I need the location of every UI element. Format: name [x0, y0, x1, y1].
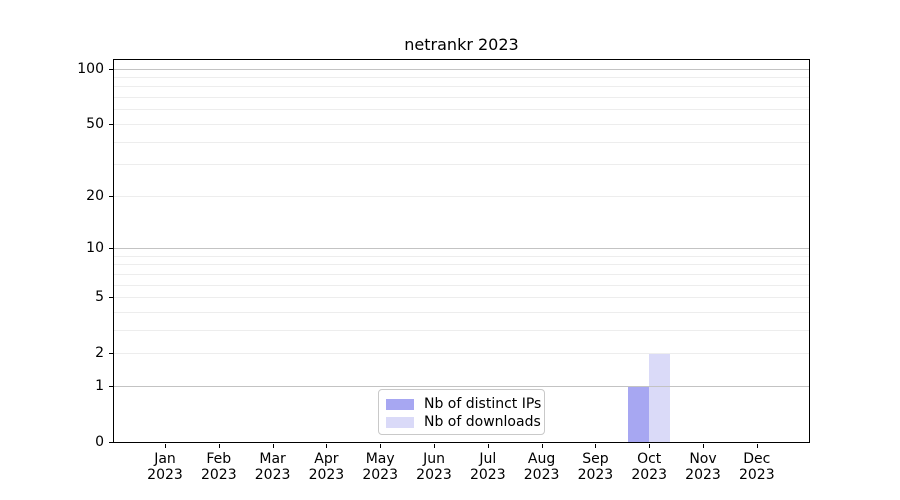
x-tick-label-line: 2023 [685, 467, 721, 483]
x-tick-label: Apr 2023 [294, 451, 358, 483]
bar-downloads [649, 353, 671, 442]
y-gridline-minor [114, 329, 809, 331]
x-tick-mark [541, 444, 543, 448]
y-tick-label: 50 [86, 115, 104, 132]
x-tick-label-line: Jun [423, 451, 445, 467]
x-tick-label: Aug 2023 [510, 451, 574, 483]
y-gridline-major [114, 68, 809, 70]
x-tick-mark [487, 444, 489, 448]
x-tick-label-line: Aug [527, 451, 556, 467]
y-tick-label: 2 [95, 345, 104, 362]
y-tick-label: 0 [95, 434, 104, 450]
x-tick-label-line: Mar [259, 451, 286, 467]
x-tick-label-line: Jul [479, 451, 497, 467]
y-tick-mark [109, 353, 113, 355]
x-tick-label-line: Apr [314, 451, 339, 467]
y-tick-label: 100 [77, 60, 104, 77]
chart-title: netrankr 2023 [404, 35, 519, 54]
x-tick-mark [272, 444, 274, 448]
y-tick-label: 1 [95, 377, 104, 394]
y-gridline-minor [114, 264, 809, 266]
x-tick-mark [434, 444, 435, 448]
y-gridline-minor [114, 141, 809, 143]
x-tick-mark [218, 444, 220, 448]
y-gridline-minor [114, 123, 809, 125]
x-tick-label: Jan 2023 [133, 451, 197, 483]
y-gridline-minor [114, 273, 809, 275]
y-tick-mark [109, 442, 113, 443]
y-gridline-minor [114, 353, 809, 355]
x-tick-mark [595, 444, 597, 448]
y-tick-label: 20 [86, 187, 104, 204]
x-tick-label-line: 2023 [523, 467, 560, 483]
x-tick-label-line: 2023 [254, 467, 291, 483]
x-tick-label: Feb 2023 [187, 451, 251, 483]
y-gridline-minor [114, 97, 809, 98]
x-tick-mark [756, 444, 758, 448]
y-gridline-minor [114, 109, 809, 111]
x-tick-label-line: May [365, 451, 395, 467]
x-tick-label-line: 2023 [147, 467, 183, 483]
y-tick-mark [109, 385, 113, 387]
x-tick-label: May 2023 [348, 451, 412, 483]
x-tick-label-line: Sep [582, 451, 609, 467]
x-tick-label-line: Jan [154, 451, 176, 467]
y-gridline-minor [114, 164, 809, 166]
y-gridline-minor [114, 76, 809, 78]
x-tick-label-line: 2023 [631, 467, 667, 483]
y-gridline-minor [114, 284, 809, 286]
y-tick-mark [109, 123, 113, 125]
x-tick-label-line: 2023 [469, 467, 506, 483]
x-tick-label: Sep 2023 [563, 451, 627, 483]
legend-label-downloads: Nb of downloads [424, 414, 541, 430]
x-tick-label-line: Feb [206, 451, 232, 467]
plot-area [113, 59, 810, 443]
x-tick-label-line: 2023 [308, 467, 345, 483]
y-tick-label: 5 [95, 289, 104, 305]
y-gridline-minor [114, 297, 809, 298]
legend-row: Nb of distinct IPs [379, 395, 544, 413]
y-gridline-minor [114, 255, 809, 257]
legend-swatch-downloads [386, 416, 414, 428]
x-tick-label-line: Oct [637, 451, 662, 467]
y-gridline-major [114, 385, 809, 387]
x-tick-label-line: 2023 [577, 467, 614, 483]
x-tick-label-line: 2023 [362, 467, 398, 483]
bar-distinct-ips [628, 385, 650, 442]
x-tick-label-line: Nov [689, 451, 717, 467]
y-gridline-minor [114, 195, 809, 197]
x-tick-label: Oct 2023 [617, 451, 681, 483]
x-tick-mark [380, 444, 382, 448]
x-tick-mark [165, 444, 166, 448]
y-tick-mark [109, 297, 113, 298]
y-tick-mark [109, 195, 113, 197]
x-tick-label: Dec 2023 [725, 451, 789, 483]
x-tick-label-line: Dec [743, 451, 771, 467]
legend: Nb of distinct IPs Nb of downloads [378, 389, 545, 435]
x-tick-label: Jul 2023 [456, 451, 520, 483]
x-tick-label-line: 2023 [200, 467, 237, 483]
y-gridline-major [114, 247, 809, 249]
y-tick-mark [109, 68, 113, 70]
x-tick-mark [649, 444, 651, 448]
y-gridline-minor [114, 86, 809, 88]
y-tick-mark [109, 247, 113, 249]
legend-row: Nb of downloads [379, 413, 544, 431]
x-tick-mark [703, 444, 704, 448]
y-tick-label: 10 [86, 239, 104, 256]
x-tick-label: Nov 2023 [671, 451, 735, 483]
x-tick-mark [326, 444, 328, 448]
x-tick-label-line: 2023 [738, 467, 775, 483]
y-gridline-minor [114, 311, 809, 313]
x-tick-label: Jun 2023 [402, 451, 466, 483]
legend-swatch-distinct-ips [386, 398, 414, 410]
legend-label-distinct-ips: Nb of distinct IPs [424, 396, 542, 412]
x-tick-label-line: 2023 [416, 467, 452, 483]
x-tick-label: Mar 2023 [241, 451, 305, 483]
